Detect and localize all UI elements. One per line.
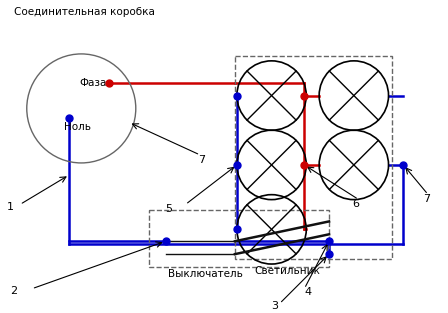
Text: 5: 5 — [165, 204, 172, 214]
Text: Выключатель: Выключатель — [168, 269, 243, 279]
Text: 4: 4 — [304, 287, 311, 297]
Text: 6: 6 — [352, 198, 359, 208]
Text: 1: 1 — [7, 202, 14, 212]
Text: Светильник: Светильник — [255, 266, 321, 276]
Text: 3: 3 — [271, 301, 279, 310]
Text: Фаза: Фаза — [79, 78, 107, 88]
Bar — [235, 56, 392, 259]
Text: Ноль: Ноль — [65, 122, 91, 132]
Text: 2: 2 — [10, 286, 17, 296]
Text: Соединительная коробка: Соединительная коробка — [14, 7, 155, 17]
Bar — [149, 209, 329, 267]
Text: 7: 7 — [423, 194, 431, 203]
Text: 7: 7 — [198, 155, 205, 165]
